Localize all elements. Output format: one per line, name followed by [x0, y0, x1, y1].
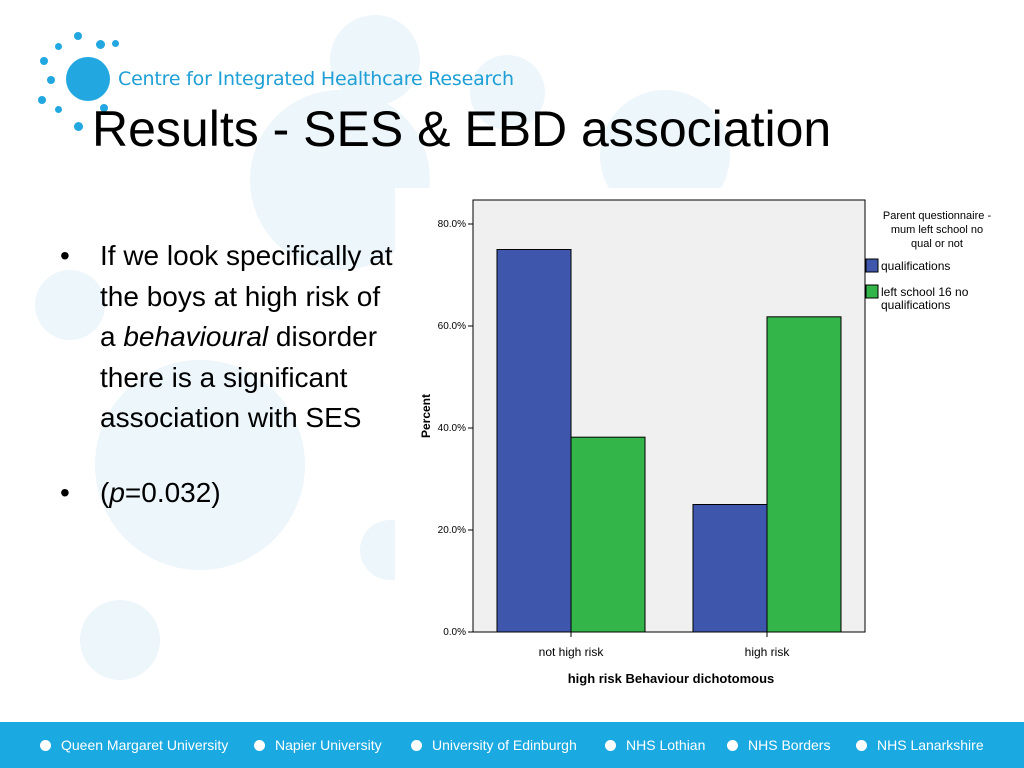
- footer-item-label: NHS Borders: [748, 737, 831, 753]
- x-tick-label: high risk: [745, 645, 791, 659]
- x-axis: not high risk high risk: [473, 631, 865, 659]
- background-circle: [35, 270, 105, 340]
- y-axis: 0.0% 20.0% 40.0% 60.0% 80.0%: [438, 219, 473, 638]
- p-value-text: =0.032): [124, 476, 221, 508]
- footer-item: University of Edinburgh: [411, 737, 577, 753]
- legend: Parent questionnaire - mum left school no…: [865, 210, 992, 312]
- footer-item: Queen Margaret University: [40, 737, 228, 753]
- footer-item: NHS Lothian: [605, 737, 705, 753]
- logo-ray-dot: [74, 122, 83, 131]
- x-axis-label: high risk Behaviour dichotomous: [568, 671, 775, 686]
- bar: [496, 249, 572, 633]
- logo-text: Centre for Integrated Healthcare Researc…: [118, 68, 514, 90]
- chart-panel: 0.0% 20.0% 40.0% 60.0% 80.0% not high risk hi…: [395, 188, 1015, 698]
- bar: [692, 504, 768, 633]
- y-tick-label: 40.0%: [438, 423, 466, 434]
- bar: [570, 436, 646, 633]
- bullet-item: • If we look specifically at the boys at…: [60, 236, 395, 439]
- logo-ray-dot: [55, 43, 62, 50]
- legend-swatch: [865, 258, 879, 273]
- logo-ray-dot: [100, 104, 108, 112]
- y-tick-label: 60.0%: [438, 321, 466, 332]
- background-circle: [95, 360, 305, 570]
- y-tick-label: 80.0%: [438, 219, 466, 230]
- bar: [766, 316, 842, 633]
- footer-bullet-icon: [605, 740, 616, 751]
- bars: [496, 249, 842, 633]
- bar-chart: 0.0% 20.0% 40.0% 60.0% 80.0% not high risk hi…: [419, 199, 992, 686]
- footer-bar: Queen Margaret University Napier Univers…: [0, 722, 1024, 768]
- bullet-marker-icon: •: [60, 476, 70, 508]
- bullet-list: • If we look specifically at the boys at…: [60, 236, 395, 547]
- footer-item-label: NHS Lothian: [626, 737, 706, 753]
- footer-bullet-icon: [40, 740, 51, 751]
- p-value-open: (: [100, 476, 110, 508]
- footer-bullet-icon: [411, 740, 422, 751]
- legend-label: left school 16 no: [881, 285, 969, 299]
- logo-ray-dot: [96, 40, 105, 49]
- footer-item-label: University of Edinburgh: [432, 737, 577, 753]
- bullet-item: • (p=0.032): [60, 473, 395, 514]
- y-axis-label: Percent: [419, 394, 433, 438]
- logo-ray-dot: [55, 106, 62, 113]
- footer-item: Napier University: [254, 737, 382, 753]
- y-tick-label: 0.0%: [443, 627, 466, 638]
- y-tick-label: 20.0%: [438, 525, 466, 536]
- footer-bullet-icon: [727, 740, 738, 751]
- legend-title: Parent questionnaire -: [883, 210, 992, 222]
- bullet-text: If we look specifically at the boys at h…: [100, 240, 393, 352]
- background-circle: [470, 55, 545, 130]
- logo-ray-dot: [47, 76, 55, 84]
- p-value-symbol: p: [109, 476, 125, 508]
- bullet-text: disorder there is a significant associat…: [100, 321, 378, 433]
- footer-bullet-icon: [856, 740, 867, 751]
- logo-ray-dot: [112, 40, 119, 47]
- legend-label: qualifications: [881, 298, 950, 312]
- legend-label: qualifications: [881, 259, 950, 273]
- x-tick-label: not high risk: [539, 645, 605, 659]
- logo-sun-icon: [66, 57, 110, 101]
- logo-ray-dot: [74, 32, 82, 40]
- legend-swatch: [865, 284, 879, 299]
- footer-item-label: Queen Margaret University: [61, 737, 229, 753]
- slide-title: Results - SES & EBD association: [92, 101, 832, 157]
- logo-ray-dot: [40, 57, 48, 65]
- footer-item: NHS Lanarkshire: [856, 737, 984, 753]
- background-circle: [80, 600, 160, 680]
- footer-item-label: Napier University: [275, 737, 382, 753]
- bullet-marker-icon: •: [60, 240, 70, 271]
- footer-item: NHS Borders: [727, 737, 830, 753]
- footer-bullet-icon: [254, 740, 265, 751]
- footer-item-label: NHS Lanarkshire: [877, 737, 984, 753]
- bullet-emphasis: behavioural: [123, 321, 269, 352]
- legend-title: qual or not: [911, 238, 963, 250]
- logo-ray-dot: [38, 96, 46, 104]
- legend-title: mum left school no: [891, 224, 983, 236]
